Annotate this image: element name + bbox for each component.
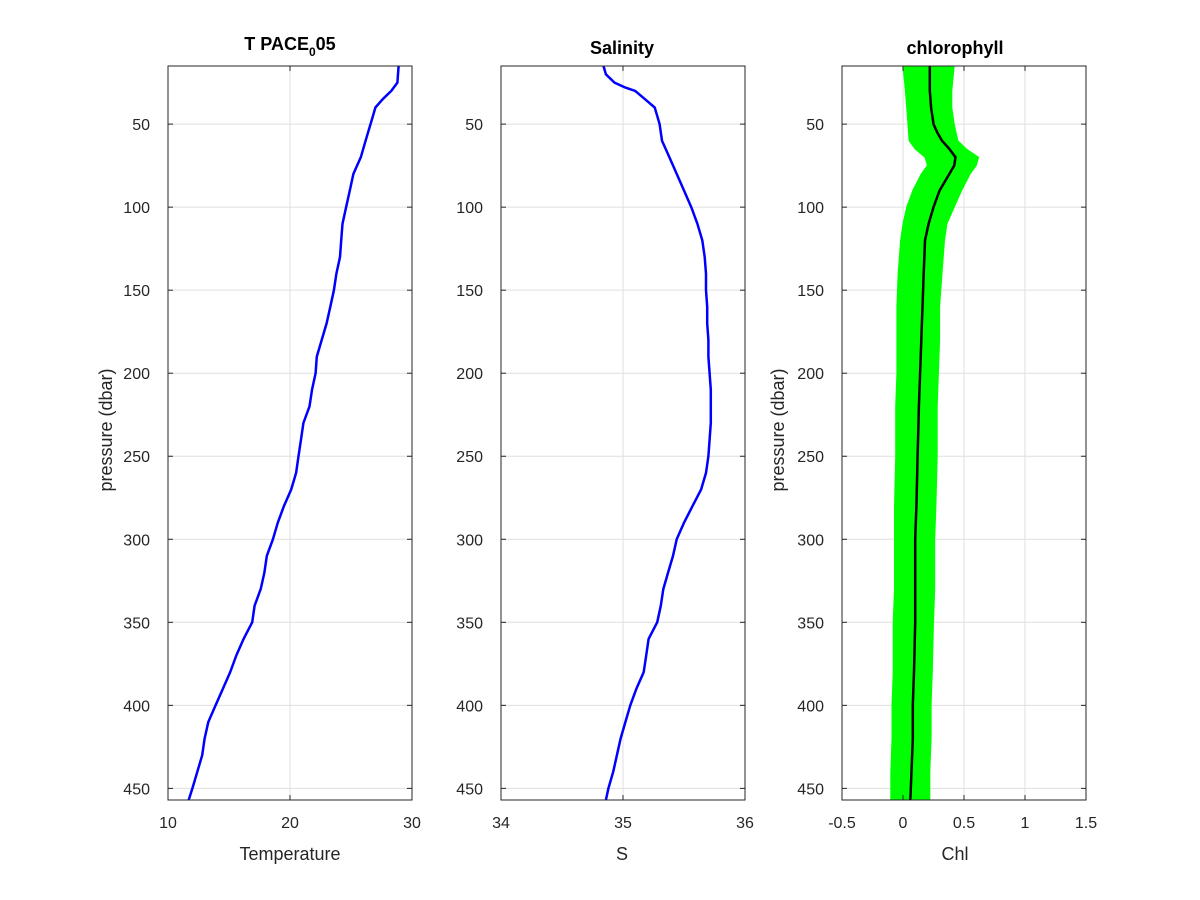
chlorophyll-y-tick-label: 200 bbox=[797, 366, 824, 383]
temperature-title-subscript: 0 bbox=[309, 45, 316, 59]
salinity-y-tick-label: 150 bbox=[456, 283, 483, 300]
chlorophyll-x-tick-label: 1.5 bbox=[1075, 815, 1097, 832]
salinity-axes: 34 35 36 50 100 150 200 250 300 350 400 450 bbox=[456, 65, 754, 832]
salinity-y-tick-label: 50 bbox=[465, 117, 483, 134]
temperature-y-tick-label: 50 bbox=[132, 117, 150, 134]
temperature-y-tick-label: 400 bbox=[123, 698, 150, 715]
salinity-y-tick-label: 350 bbox=[456, 615, 483, 632]
chlorophyll-y-tick-label: 250 bbox=[797, 449, 824, 466]
chlorophyll-y-tick-label: 400 bbox=[797, 698, 824, 715]
chlorophyll-panel: chlorophyll Chl pressure (dbar) -0.5 0 0.5… bbox=[768, 38, 1097, 864]
chlorophyll-title: chlorophyll bbox=[906, 38, 1003, 58]
chlorophyll-axes: -0.5 0 0.5 1 1.5 50 100 150 200 250 300 350 400 450 bbox=[797, 65, 1097, 832]
temperature-y-tick-label: 300 bbox=[123, 532, 150, 549]
salinity-x-tick-label: 36 bbox=[736, 815, 754, 832]
salinity-y-tick-label: 300 bbox=[456, 532, 483, 549]
chlorophyll-x-tick-label: 0.5 bbox=[953, 815, 975, 832]
temperature-y-tick-label: 450 bbox=[123, 781, 150, 798]
temperature-y-tick-label: 250 bbox=[123, 449, 150, 466]
salinity-y-tick-label: 100 bbox=[456, 200, 483, 217]
chlorophyll-x-tick-label: 1 bbox=[1021, 815, 1030, 832]
chlorophyll-y-tick-label: 350 bbox=[797, 615, 824, 632]
chlorophyll-y-tick-label: 150 bbox=[797, 283, 824, 300]
salinity-y-tick-label: 200 bbox=[456, 366, 483, 383]
salinity-xlabel: S bbox=[616, 844, 628, 864]
chlorophyll-y-tick-label: 450 bbox=[797, 781, 824, 798]
temperature-y-tick-label: 150 bbox=[123, 283, 150, 300]
chlorophyll-ylabel: pressure (dbar) bbox=[768, 368, 788, 491]
chlorophyll-xlabel: Chl bbox=[941, 844, 968, 864]
salinity-x-tick-label: 34 bbox=[492, 815, 510, 832]
chlorophyll-series-1-line bbox=[909, 66, 957, 801]
salinity-x-tick-label: 35 bbox=[614, 815, 632, 832]
temperature-y-tick-label: 100 bbox=[123, 200, 150, 217]
temperature-title-main: T PACE bbox=[244, 34, 309, 54]
temperature-series-group bbox=[187, 65, 400, 801]
chlorophyll-y-tick-label: 50 bbox=[806, 117, 824, 134]
temperature-y-tick-label: 350 bbox=[123, 615, 150, 632]
temperature-series-0-line bbox=[187, 65, 400, 801]
chlorophyll-x-tick-label: 0 bbox=[899, 815, 908, 832]
chlorophyll-y-tick-label: 300 bbox=[797, 532, 824, 549]
temperature-x-tick-label: 20 bbox=[281, 815, 299, 832]
temperature-y-tick-label: 200 bbox=[123, 366, 150, 383]
chlorophyll-y-tick-label: 100 bbox=[797, 200, 824, 217]
salinity-series-group bbox=[602, 65, 713, 801]
temperature-xlabel: Temperature bbox=[239, 844, 340, 864]
temperature-panel: T PACE005 Temperature pressure (dbar) 10… bbox=[96, 34, 421, 864]
salinity-series-1-line bbox=[602, 65, 713, 801]
chlorophyll-x-tick-label: -0.5 bbox=[828, 815, 856, 832]
temperature-ylabel: pressure (dbar) bbox=[96, 368, 116, 491]
salinity-y-tick-label: 400 bbox=[456, 698, 483, 715]
salinity-panel: Salinity S 34 35 36 50 100 150 200 250 300 350 400… bbox=[456, 38, 754, 864]
temperature-x-tick-label: 30 bbox=[403, 815, 421, 832]
salinity-y-tick-label: 250 bbox=[456, 449, 483, 466]
salinity-y-tick-label: 450 bbox=[456, 781, 483, 798]
temperature-axes: 10 20 30 50 100 150 200 250 300 350 400 450 bbox=[123, 65, 421, 832]
salinity-title: Salinity bbox=[590, 38, 654, 58]
temperature-title: T PACE005 bbox=[244, 34, 335, 59]
temperature-title-suffix: 05 bbox=[316, 34, 336, 54]
temperature-x-tick-label: 10 bbox=[159, 815, 177, 832]
